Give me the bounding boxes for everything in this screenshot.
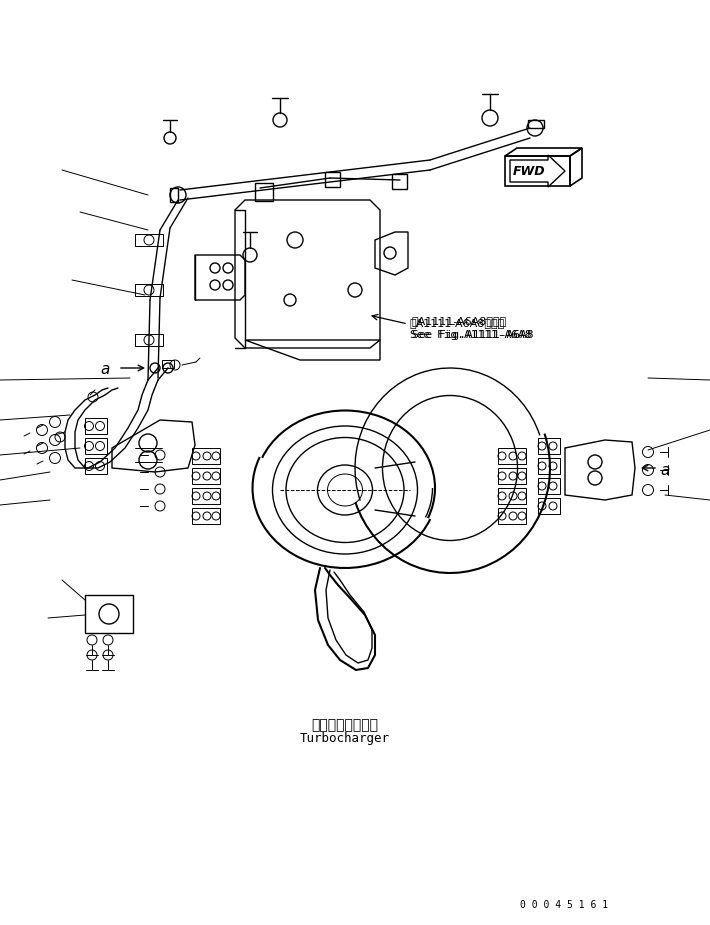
Bar	[255, 183, 273, 201]
Bar	[85, 458, 107, 474]
Bar	[192, 448, 220, 464]
Text: ターボチャージャ: ターボチャージャ	[312, 718, 378, 732]
Bar	[538, 458, 560, 474]
Bar	[538, 498, 560, 514]
Bar	[498, 468, 526, 484]
Text: FWD: FWD	[513, 165, 545, 178]
Bar	[528, 120, 544, 128]
Bar	[85, 438, 107, 454]
Bar	[162, 360, 174, 368]
Bar	[538, 478, 560, 494]
Bar	[170, 188, 178, 202]
Text: 第A1111-A6A8図参照: 第A1111-A6A8図参照	[410, 318, 506, 328]
Bar	[538, 438, 560, 454]
Bar	[498, 508, 526, 524]
Bar	[85, 418, 107, 434]
Text: a: a	[100, 362, 109, 377]
Bar	[498, 488, 526, 504]
Bar	[85, 595, 133, 633]
Bar	[135, 334, 163, 346]
Bar	[135, 284, 163, 296]
Text: 0 0 0 4 5 1 6 1: 0 0 0 4 5 1 6 1	[520, 900, 608, 910]
Text: Turbocharger: Turbocharger	[300, 732, 390, 745]
Bar	[135, 234, 163, 246]
Text: a: a	[660, 463, 670, 478]
Bar	[192, 488, 220, 504]
Text: See Fig.A1111-A6A8: See Fig.A1111-A6A8	[412, 330, 533, 340]
Text: See Fig.A1111-A6A8: See Fig.A1111-A6A8	[410, 330, 532, 340]
Bar	[392, 174, 407, 189]
Bar	[192, 508, 220, 524]
Bar	[498, 448, 526, 464]
Bar	[325, 172, 340, 187]
Bar	[192, 468, 220, 484]
Text: 第A1111-A6A8図参照: 第A1111-A6A8図参照	[412, 316, 507, 326]
